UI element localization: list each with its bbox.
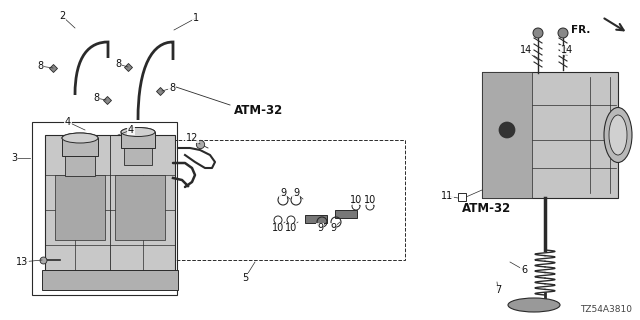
Circle shape [499, 122, 515, 138]
Ellipse shape [508, 298, 560, 312]
Bar [124, 141, 152, 165]
Bar [305, 215, 327, 223]
Text: 12: 12 [186, 133, 198, 143]
Text: FR.: FR. [571, 25, 590, 35]
Text: 8: 8 [115, 59, 121, 69]
Bar [32, 122, 177, 295]
Text: 14: 14 [520, 45, 532, 55]
Bar [482, 72, 532, 198]
Text: TZ54A3810: TZ54A3810 [580, 305, 632, 314]
Text: 4: 4 [65, 117, 71, 127]
Bar [115, 175, 165, 240]
Bar [121, 132, 155, 148]
Ellipse shape [121, 127, 155, 137]
Bar [65, 148, 95, 176]
Bar [55, 175, 105, 240]
Text: 4: 4 [128, 125, 134, 135]
Text: 7: 7 [495, 285, 501, 295]
Text: 10: 10 [272, 223, 284, 233]
Text: ATM-32: ATM-32 [462, 202, 511, 214]
Text: 9: 9 [317, 223, 323, 233]
Text: 10: 10 [285, 223, 297, 233]
Text: 8: 8 [169, 83, 175, 93]
Bar [42, 270, 178, 290]
Text: 3: 3 [11, 153, 17, 163]
Bar [458, 193, 466, 201]
Ellipse shape [62, 133, 98, 143]
Text: ATM-32: ATM-32 [234, 103, 284, 116]
Ellipse shape [609, 115, 627, 155]
Text: 9: 9 [330, 223, 336, 233]
Bar [482, 72, 618, 198]
Text: 9: 9 [293, 188, 299, 198]
Ellipse shape [62, 133, 98, 143]
Text: 5: 5 [242, 273, 248, 283]
Bar [335, 210, 357, 218]
Text: 1: 1 [193, 13, 199, 23]
Text: 2: 2 [59, 11, 65, 21]
Text: 10: 10 [350, 195, 362, 205]
Text: 10: 10 [364, 195, 376, 205]
Bar [173, 140, 405, 260]
Polygon shape [45, 135, 175, 288]
Text: 8: 8 [37, 61, 43, 71]
Circle shape [558, 28, 568, 38]
Text: 14: 14 [561, 45, 573, 55]
Ellipse shape [604, 108, 632, 163]
Bar [62, 138, 98, 156]
Ellipse shape [121, 127, 155, 137]
Circle shape [533, 28, 543, 38]
Text: 8: 8 [93, 93, 99, 103]
Text: 6: 6 [521, 265, 527, 275]
Text: 13: 13 [16, 257, 28, 267]
Text: 11: 11 [441, 191, 453, 201]
Text: 9: 9 [280, 188, 286, 198]
